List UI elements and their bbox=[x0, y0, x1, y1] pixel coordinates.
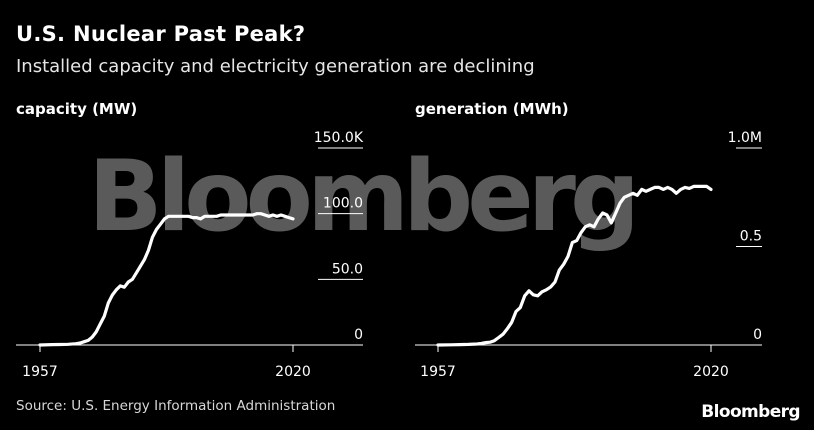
capacity-panel-title: capacity (MW) bbox=[16, 100, 138, 118]
bloomberg-logo: Bloomberg bbox=[701, 402, 800, 422]
capacity-x-tick-label: 2020 bbox=[275, 364, 311, 380]
chart-title: U.S. Nuclear Past Peak? bbox=[16, 22, 306, 46]
capacity-x-tick-label: 1957 bbox=[22, 364, 58, 380]
generation-y-tick-label: 0 bbox=[753, 327, 762, 343]
capacity-y-tick-label: 50.0 bbox=[332, 261, 363, 277]
generation-series-line bbox=[436, 184, 713, 347]
generation-y-tick-label: 0.5 bbox=[740, 229, 762, 245]
chart-subtitle: Installed capacity and electricity gener… bbox=[16, 56, 535, 77]
source-note: Source: U.S. Energy Information Administ… bbox=[16, 398, 336, 414]
capacity-series-line bbox=[38, 212, 295, 347]
generation-x-tick-label: 2020 bbox=[693, 364, 729, 380]
capacity-y-tick-label: 100.0 bbox=[323, 196, 363, 212]
generation-x-tick-label: 1957 bbox=[420, 364, 456, 380]
bloomberg-watermark: Bloomberg bbox=[88, 140, 640, 254]
generation-panel-title: generation (MWh) bbox=[415, 100, 569, 118]
capacity-y-tick-label: 150.0K bbox=[314, 130, 364, 146]
capacity-y-tick-label: 0 bbox=[354, 327, 363, 343]
generation-y-tick-label: 1.0M bbox=[728, 130, 762, 146]
